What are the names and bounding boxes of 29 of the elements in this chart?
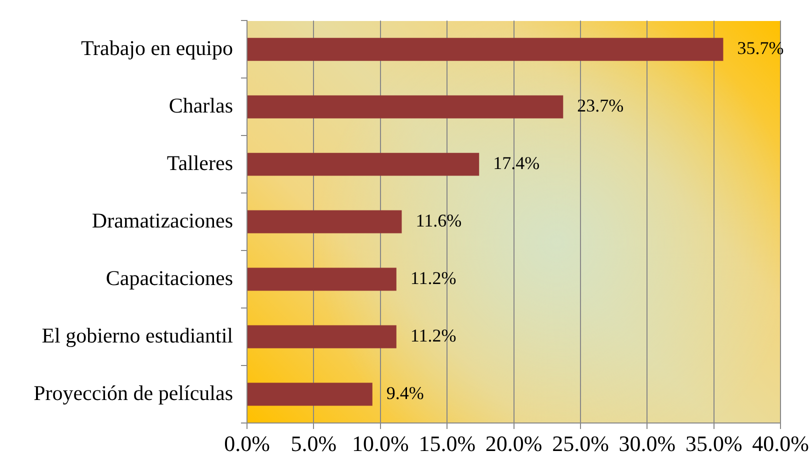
- x-tick-label: 25.0%: [552, 430, 609, 456]
- bar: [248, 325, 396, 348]
- y-tick-label: Talleres: [166, 150, 233, 175]
- bar: [248, 95, 564, 118]
- x-tick-label: 35.0%: [685, 430, 742, 456]
- bar: [248, 268, 396, 291]
- x-tick-label: 30.0%: [618, 430, 676, 456]
- x-tick-label: 40.0%: [752, 430, 809, 456]
- x-tick-label: 15.0%: [418, 430, 476, 456]
- bar: [248, 152, 480, 176]
- y-tick-label: Trabajo en equipo: [80, 36, 233, 60]
- y-tick-label: Dramatizaciones: [92, 208, 233, 232]
- x-tick-label: 0.0%: [224, 430, 270, 456]
- y-tick-label: Capacitaciones: [106, 266, 233, 290]
- y-tick-label: El gobierno estudiantil: [42, 323, 234, 348]
- data-label: 17.4%: [493, 153, 540, 174]
- data-label: 11.6%: [416, 210, 462, 231]
- data-label: 11.2%: [410, 326, 456, 346]
- bar: [248, 210, 402, 234]
- data-label: 23.7%: [577, 96, 624, 116]
- x-tick-label: 10.0%: [352, 430, 409, 456]
- bar: [248, 38, 724, 61]
- bar: [248, 382, 372, 406]
- y-tick-label: Proyección de películas: [34, 380, 233, 405]
- y-tick-label: Charlas: [168, 93, 233, 118]
- x-tick-label: 20.0%: [485, 430, 542, 456]
- x-tick-label: 5.0%: [290, 430, 337, 456]
- data-label: 11.2%: [410, 268, 456, 288]
- data-label: 9.4%: [386, 382, 424, 403]
